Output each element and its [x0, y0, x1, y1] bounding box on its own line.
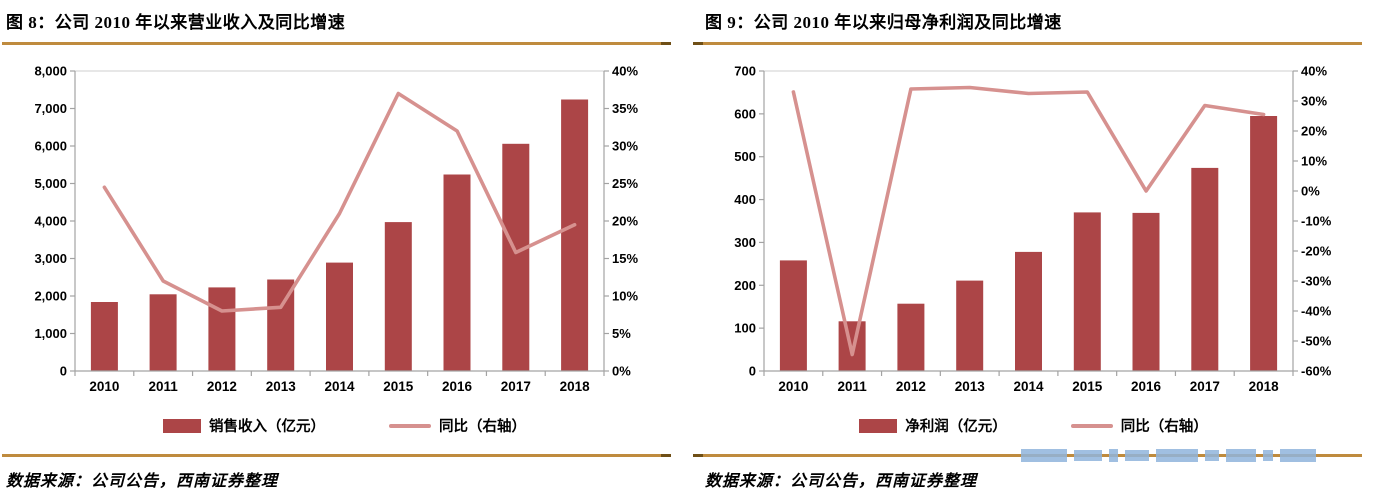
- svg-text:-60%: -60%: [1301, 364, 1332, 379]
- svg-text:400: 400: [734, 192, 756, 207]
- svg-text:500: 500: [734, 149, 756, 164]
- line-swatch-icon: [389, 423, 431, 428]
- svg-text:2010: 2010: [89, 379, 119, 394]
- svg-text:0%: 0%: [612, 364, 631, 379]
- svg-text:200: 200: [734, 278, 756, 293]
- svg-text:30%: 30%: [1301, 94, 1327, 109]
- svg-text:2,000: 2,000: [34, 289, 67, 304]
- bar-swatch-icon: [859, 418, 898, 433]
- svg-text:35%: 35%: [612, 101, 638, 116]
- svg-text:2012: 2012: [207, 379, 237, 394]
- svg-text:2011: 2011: [838, 379, 868, 394]
- svg-text:0: 0: [60, 364, 67, 379]
- svg-text:2018: 2018: [1249, 379, 1280, 394]
- svg-text:4,000: 4,000: [34, 214, 67, 229]
- revenue-combo-chart: 0 1,000 2,000 3,000 4,000 5,000 6,000 7,000 8,00…: [34, 64, 638, 395]
- svg-text:-10%: -10%: [1301, 214, 1332, 229]
- svg-text:2014: 2014: [324, 379, 355, 394]
- figure-9-source: 数据来源：公司公告，西南证券整理: [705, 473, 978, 490]
- legend-label: 净利润（亿元）: [905, 419, 1007, 435]
- line-swatch-icon: [1070, 423, 1113, 428]
- svg-text:1,000: 1,000: [34, 326, 67, 341]
- figure-8-footer-rule-wrap: [0, 454, 689, 457]
- svg-text:-50%: -50%: [1301, 334, 1332, 349]
- figure-8-title-divider: [2, 42, 671, 45]
- legend-item-revenue-bars: 销售收入（亿元）: [163, 415, 325, 436]
- svg-text:15%: 15%: [612, 251, 638, 266]
- svg-text:2018: 2018: [560, 379, 591, 394]
- svg-text:2016: 2016: [1131, 379, 1162, 394]
- svg-text:2013: 2013: [955, 379, 986, 394]
- svg-text:100: 100: [734, 321, 756, 336]
- svg-text:700: 700: [734, 64, 756, 79]
- svg-text:2017: 2017: [1190, 379, 1220, 394]
- svg-text:20%: 20%: [612, 214, 638, 229]
- svg-text:2017: 2017: [501, 379, 531, 394]
- legend-item-net-profit-bars: 净利润（亿元）: [859, 415, 1007, 436]
- svg-text:-40%: -40%: [1301, 304, 1332, 319]
- legend-item-yoy-line: 同比（右轴）: [1070, 415, 1208, 436]
- svg-text:-20%: -20%: [1301, 244, 1332, 259]
- figure-9-bottom-divider: [693, 454, 1362, 457]
- svg-text:30%: 30%: [612, 139, 638, 154]
- svg-text:10%: 10%: [612, 289, 638, 304]
- svg-text:8,000: 8,000: [34, 64, 67, 79]
- figure-8-panel: 图 8：公司 2010 年以来营业收入及同比增速 0 1,000 2,000 3,00…: [0, 0, 689, 502]
- svg-text:2010: 2010: [778, 379, 808, 394]
- legend-label: 同比（右轴）: [439, 419, 526, 435]
- svg-text:40%: 40%: [612, 64, 638, 79]
- svg-text:40%: 40%: [1301, 64, 1327, 79]
- svg-text:3,000: 3,000: [34, 251, 67, 266]
- svg-text:5%: 5%: [612, 326, 631, 341]
- svg-text:2016: 2016: [442, 379, 473, 394]
- figure-9-title: 图 9：公司 2010 年以来归母净利润及同比增速: [705, 13, 1062, 32]
- figure-9-panel: 图 9：公司 2010 年以来归母净利润及同比增速 0 100 200 300 400 5…: [689, 0, 1378, 502]
- svg-text:2014: 2014: [1013, 379, 1044, 394]
- svg-text:25%: 25%: [612, 176, 638, 191]
- bar-swatch-icon: [163, 418, 201, 433]
- figure-9-title-divider: [693, 42, 1362, 45]
- svg-text:6,000: 6,000: [34, 139, 67, 154]
- svg-text:0%: 0%: [1301, 184, 1320, 199]
- figure-8-source: 数据来源：公司公告，西南证券整理: [6, 473, 279, 490]
- svg-text:10%: 10%: [1301, 154, 1327, 169]
- svg-text:20%: 20%: [1301, 124, 1327, 139]
- svg-text:2013: 2013: [266, 379, 297, 394]
- figure-8-bottom-divider: [2, 454, 671, 457]
- figure-8-title: 图 8：公司 2010 年以来营业收入及同比增速: [6, 13, 346, 32]
- legend-label: 销售收入（亿元）: [209, 419, 325, 435]
- svg-text:600: 600: [734, 106, 756, 121]
- svg-text:2015: 2015: [383, 379, 414, 394]
- svg-text:300: 300: [734, 235, 756, 250]
- figure-9-legend: 净利润（亿元） 同比（右轴）: [689, 397, 1378, 454]
- net-profit-combo-chart: 0 100 200 300 400 500 600 700 -60% -50% -40% -30% -2…: [734, 64, 1332, 395]
- svg-text:2011: 2011: [149, 379, 179, 394]
- figure-9-footer-rule-wrap: [689, 449, 1378, 462]
- svg-text:2012: 2012: [896, 379, 926, 394]
- svg-text:-30%: -30%: [1301, 274, 1332, 289]
- legend-item-yoy-line: 同比（右轴）: [389, 415, 526, 436]
- legend-label: 同比（右轴）: [1120, 419, 1208, 435]
- svg-text:5,000: 5,000: [34, 176, 67, 191]
- figure-8-legend: 销售收入（亿元） 同比（右轴）: [0, 397, 689, 454]
- svg-text:0: 0: [749, 364, 756, 379]
- svg-text:2015: 2015: [1072, 379, 1103, 394]
- svg-text:7,000: 7,000: [34, 101, 67, 116]
